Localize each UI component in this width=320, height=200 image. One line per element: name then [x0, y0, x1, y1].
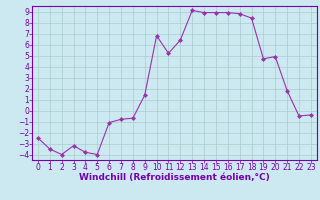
X-axis label: Windchill (Refroidissement éolien,°C): Windchill (Refroidissement éolien,°C)	[79, 173, 270, 182]
